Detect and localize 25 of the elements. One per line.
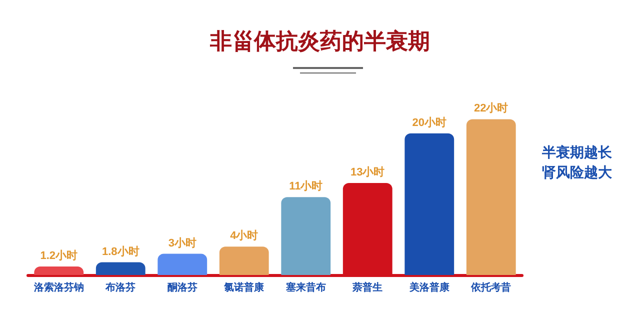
bar [219,246,269,275]
data-label: 13小时 [350,165,385,178]
data-label: 4小时 [230,229,258,242]
chart-title: 非甾体抗炎药的半衰期 [209,28,430,54]
bar [34,266,84,275]
x-tick-label: 酮洛芬 [167,282,198,294]
x-tick-label: 塞来昔布 [284,282,326,294]
data-label: 1.8小时 [102,244,140,258]
bar [404,133,454,275]
bar [96,262,146,275]
data-label: 1.2小时 [40,249,78,262]
bar [466,119,516,275]
bar [158,254,208,275]
x-tick-label: 洛索洛芬钠 [32,282,84,294]
x-tick-label: 美洛普康 [408,282,450,294]
data-label: 11小时 [289,180,323,193]
x-tick-label: 依托考昔 [470,282,512,294]
x-tick-label: 萘普生 [352,282,383,294]
x-tick-label: 布洛芬 [104,282,137,294]
data-label: 20小时 [412,116,446,129]
data-label: 22小时 [474,102,508,115]
x-tick-label: 氯诺普康 [223,282,266,294]
data-label: 3小时 [168,236,196,250]
text: 半衰期越长肾风险越大 [541,144,613,181]
bar [281,197,331,275]
